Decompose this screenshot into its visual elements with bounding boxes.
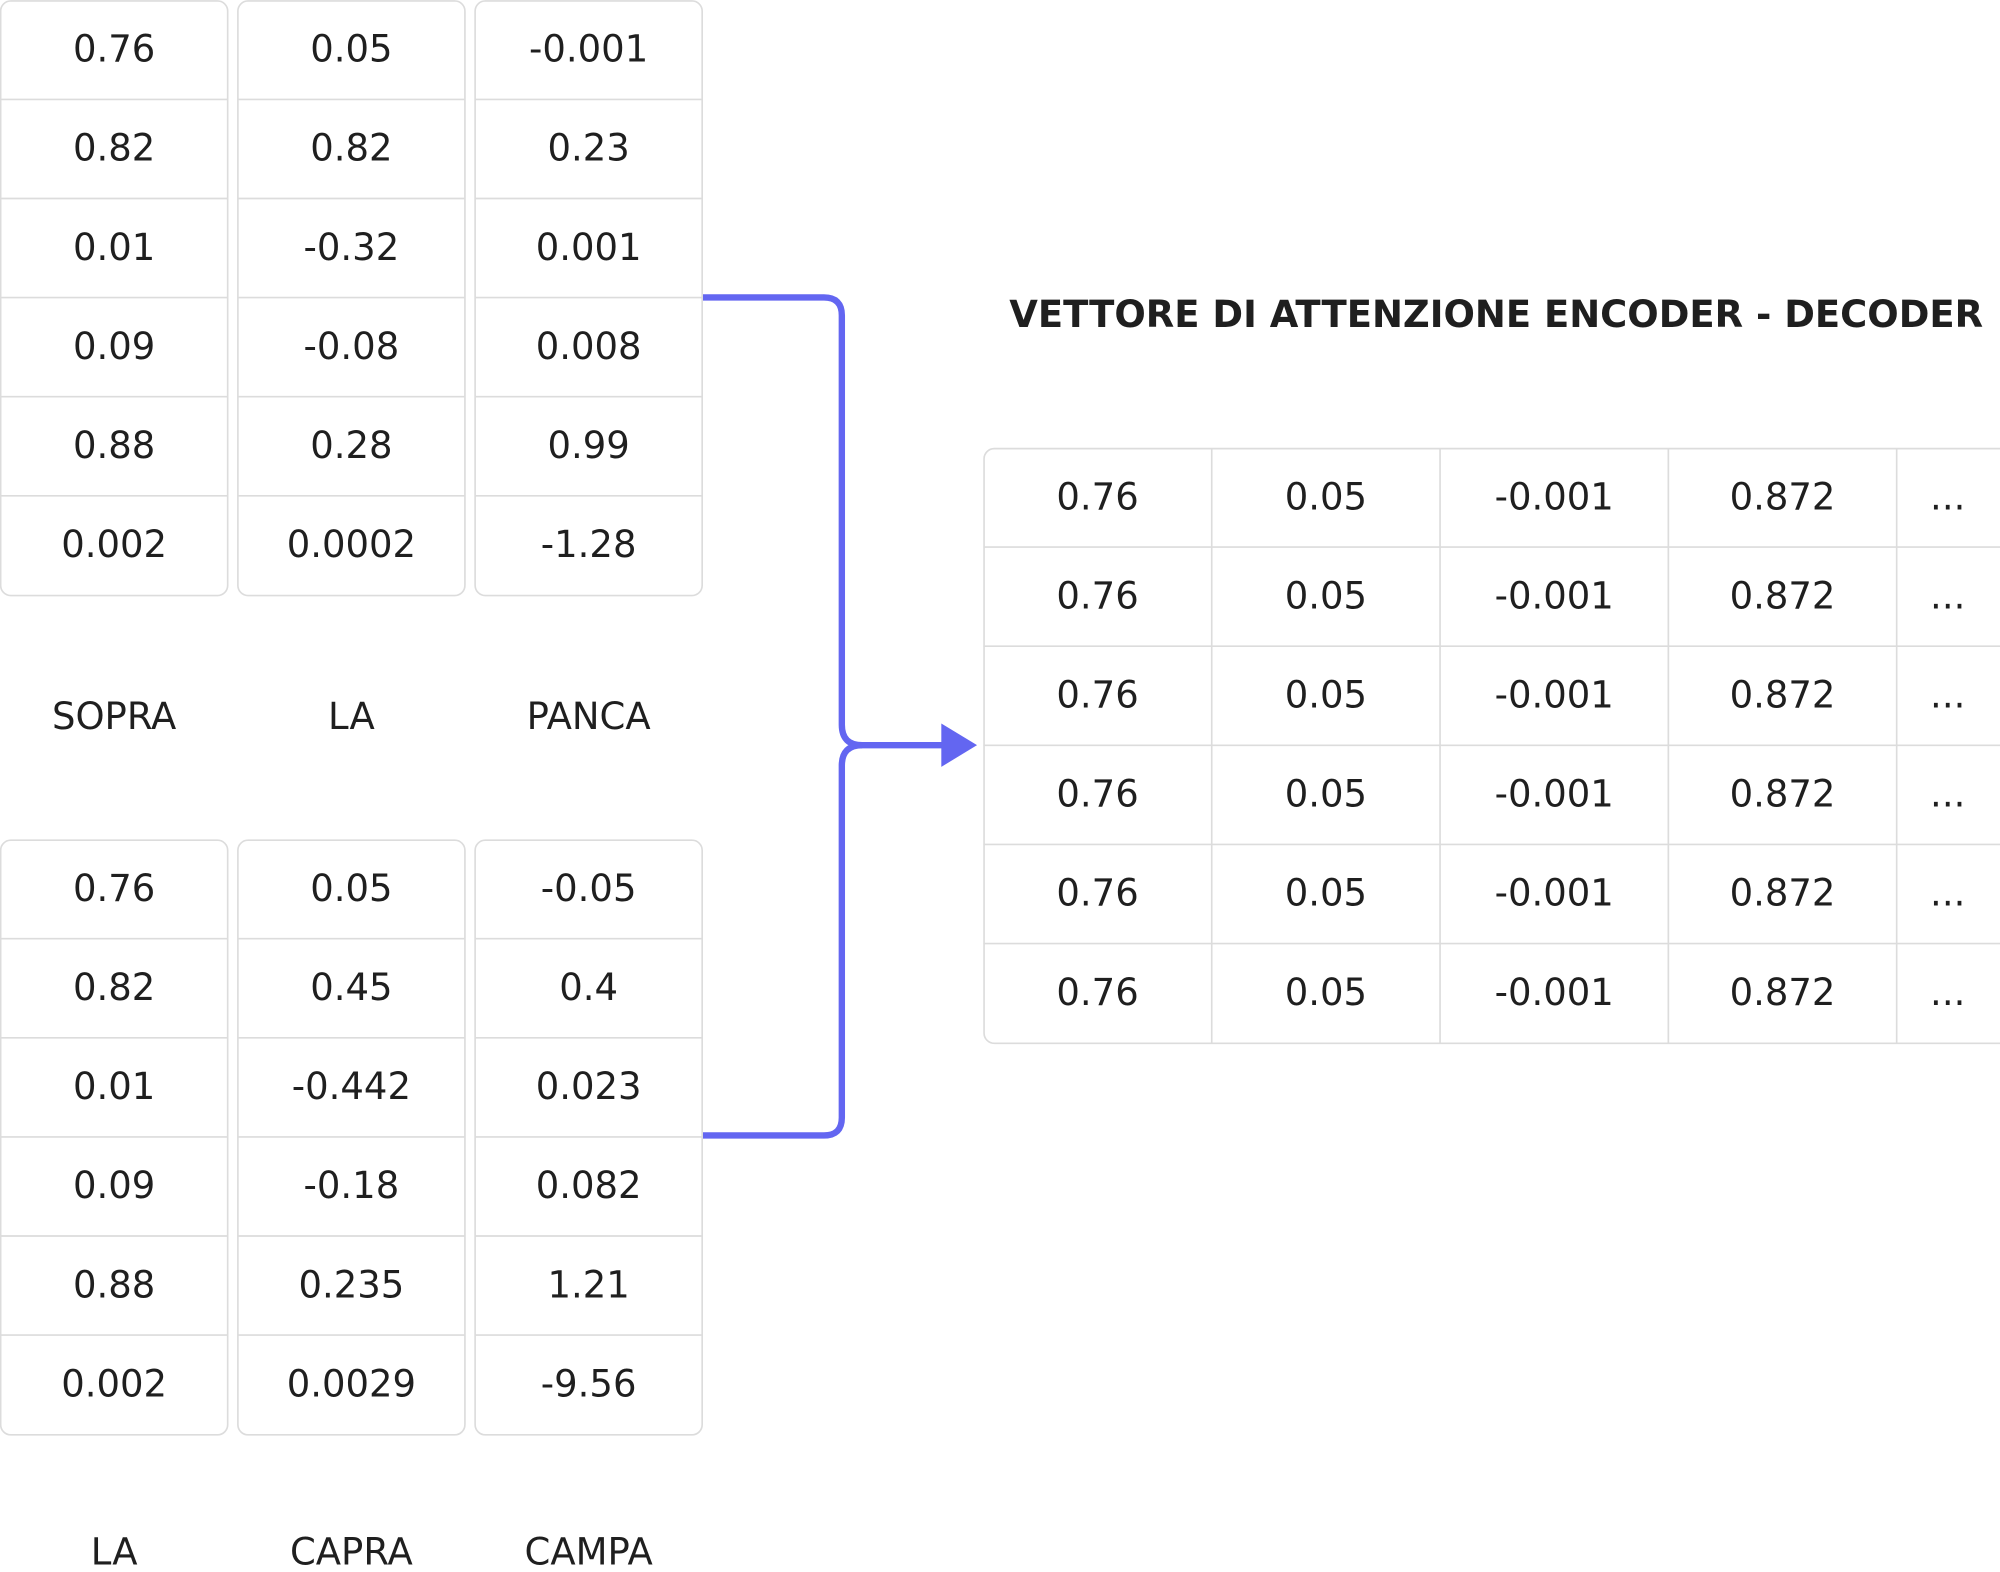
vector-value: 0.001 bbox=[536, 226, 642, 269]
output-value: -0.001 bbox=[1495, 574, 1614, 617]
word-label: CAMPA bbox=[525, 1530, 653, 1572]
vector-value: 0.82 bbox=[73, 966, 155, 1009]
vector-value: 0.0002 bbox=[287, 523, 416, 566]
output-value: 0.05 bbox=[1285, 574, 1367, 617]
vector-value: -1.28 bbox=[541, 523, 637, 566]
vector-value: 0.09 bbox=[73, 325, 155, 368]
vector-value: 0.002 bbox=[61, 1362, 167, 1405]
word-label: SOPRA bbox=[52, 695, 176, 738]
vector-value: -0.08 bbox=[304, 325, 400, 368]
arrow-top bbox=[702, 294, 947, 749]
output-value: ... bbox=[1930, 773, 1965, 816]
output-value: ... bbox=[1930, 674, 1965, 717]
output-value: 0.05 bbox=[1285, 475, 1367, 518]
output-value: ... bbox=[1930, 475, 1965, 518]
output-value: ... bbox=[1930, 872, 1965, 915]
word-label: LA bbox=[328, 695, 375, 738]
vector-value: 0.09 bbox=[73, 1164, 155, 1207]
vector-value: -0.05 bbox=[541, 867, 637, 910]
output-value: 0.76 bbox=[1056, 971, 1138, 1014]
word-label: LA bbox=[91, 1530, 138, 1572]
vector-value: 1.21 bbox=[547, 1263, 629, 1306]
output-value: 0.76 bbox=[1056, 674, 1138, 717]
output-value: -0.001 bbox=[1495, 475, 1614, 518]
output-value: 0.872 bbox=[1730, 872, 1836, 915]
vector-value: 0.88 bbox=[73, 424, 155, 467]
output-value: 0.05 bbox=[1285, 872, 1367, 915]
vector-value: -0.32 bbox=[304, 226, 400, 269]
output-value: 0.872 bbox=[1730, 674, 1836, 717]
output-value: 0.872 bbox=[1730, 971, 1836, 1014]
output-value: -0.001 bbox=[1495, 674, 1614, 717]
vector-value: 0.45 bbox=[310, 966, 392, 1009]
output-title: VETTORE DI ATTENZIONE ENCODER - DECODER bbox=[1009, 293, 1983, 336]
vector-value: 0.88 bbox=[73, 1263, 155, 1306]
vector-value: 0.82 bbox=[310, 127, 392, 170]
word-label: PANCA bbox=[527, 695, 651, 738]
output-value: 0.76 bbox=[1056, 773, 1138, 816]
output-value: 0.872 bbox=[1730, 475, 1836, 518]
vector-value: -0.001 bbox=[529, 28, 648, 71]
output-value: 0.872 bbox=[1730, 773, 1836, 816]
output-value: 0.05 bbox=[1285, 971, 1367, 1014]
output-value: -0.001 bbox=[1495, 773, 1614, 816]
vector-value: 0.4 bbox=[559, 966, 618, 1009]
vector-value: 0.82 bbox=[73, 127, 155, 170]
vector-value: 0.76 bbox=[73, 28, 155, 71]
vector-value: -0.18 bbox=[304, 1164, 400, 1207]
vector-value: 0.01 bbox=[73, 226, 155, 269]
vector-value: 0.023 bbox=[536, 1065, 642, 1108]
vector-value: 0.05 bbox=[310, 867, 392, 910]
vector-value: 0.05 bbox=[310, 28, 392, 71]
output-value: 0.76 bbox=[1056, 475, 1138, 518]
vector-value: 0.002 bbox=[61, 523, 167, 566]
vector-value: 0.01 bbox=[73, 1065, 155, 1108]
word-label: CAPRA bbox=[290, 1530, 413, 1572]
vector-value: 0.082 bbox=[536, 1164, 642, 1207]
output-value: -0.001 bbox=[1495, 971, 1614, 1014]
vector-value: 0.99 bbox=[547, 424, 629, 467]
arrow-head bbox=[941, 723, 978, 767]
output-value: 0.05 bbox=[1285, 773, 1367, 816]
output-value: 0.05 bbox=[1285, 674, 1367, 717]
vector-value: 0.23 bbox=[547, 127, 629, 170]
vector-value: 0.76 bbox=[73, 867, 155, 910]
output-value: 0.76 bbox=[1056, 872, 1138, 915]
vector-value: 0.0029 bbox=[287, 1362, 416, 1405]
connector-arrows bbox=[702, 294, 978, 1139]
arrow-bottom bbox=[702, 741, 863, 1139]
vector-value: -0.442 bbox=[292, 1065, 411, 1108]
vector-value: -9.56 bbox=[541, 1362, 637, 1405]
vector-value: 0.28 bbox=[310, 424, 392, 467]
output-value: ... bbox=[1930, 971, 1965, 1014]
vector-value: 0.008 bbox=[536, 325, 642, 368]
output-value: -0.001 bbox=[1495, 872, 1614, 915]
output-value: 0.872 bbox=[1730, 574, 1836, 617]
output-value: 0.76 bbox=[1056, 574, 1138, 617]
output-value: ... bbox=[1930, 574, 1965, 617]
vector-value: 0.235 bbox=[298, 1263, 404, 1306]
